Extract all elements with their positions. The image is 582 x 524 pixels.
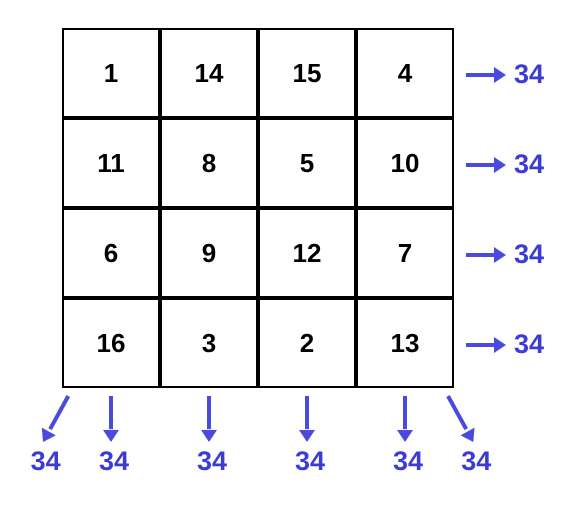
arrow-col0-icon <box>101 386 121 452</box>
cell-1-1: 8 <box>160 118 258 208</box>
row-sum-1: 34 <box>464 149 544 180</box>
cell-3-0: 16 <box>62 298 160 388</box>
cell-0-3: 4 <box>356 28 454 118</box>
sum-label-col0: 34 <box>89 446 139 477</box>
row-sum-value-2: 34 <box>514 239 544 270</box>
sum-label-antidiag: 34 <box>21 446 71 477</box>
row-sum-2: 34 <box>464 239 544 270</box>
arrow-right-icon <box>464 155 508 175</box>
arrow-col1-icon <box>199 386 219 452</box>
cell-2-2: 12 <box>258 208 356 298</box>
row-sum-3: 34 <box>464 329 544 360</box>
cell-1-0: 11 <box>62 118 160 208</box>
cell-2-0: 6 <box>62 208 160 298</box>
sum-label-maindiag: 34 <box>451 446 501 477</box>
arrow-right-icon <box>464 335 508 355</box>
row-sum-value-0: 34 <box>514 59 544 90</box>
arrow-right-icon <box>464 245 508 265</box>
cell-0-2: 15 <box>258 28 356 118</box>
cell-1-2: 5 <box>258 118 356 208</box>
sum-label-col2: 34 <box>285 446 335 477</box>
row-sum-value-1: 34 <box>514 149 544 180</box>
cell-2-3: 7 <box>356 208 454 298</box>
cell-1-3: 10 <box>356 118 454 208</box>
cell-3-1: 3 <box>160 298 258 388</box>
arrow-col2-icon <box>297 386 317 452</box>
sum-label-col1: 34 <box>187 446 237 477</box>
cell-2-1: 9 <box>160 208 258 298</box>
row-sum-0: 34 <box>464 59 544 90</box>
row-sum-value-3: 34 <box>514 329 544 360</box>
arrow-col3-icon <box>395 386 415 452</box>
arrow-right-icon <box>464 65 508 85</box>
cell-0-1: 14 <box>160 28 258 118</box>
cell-0-0: 1 <box>62 28 160 118</box>
arrow-maindiag-icon <box>438 386 483 452</box>
arrow-antidiag-icon <box>33 386 78 452</box>
sum-label-col3: 34 <box>383 446 433 477</box>
cell-3-2: 2 <box>258 298 356 388</box>
cell-3-3: 13 <box>356 298 454 388</box>
